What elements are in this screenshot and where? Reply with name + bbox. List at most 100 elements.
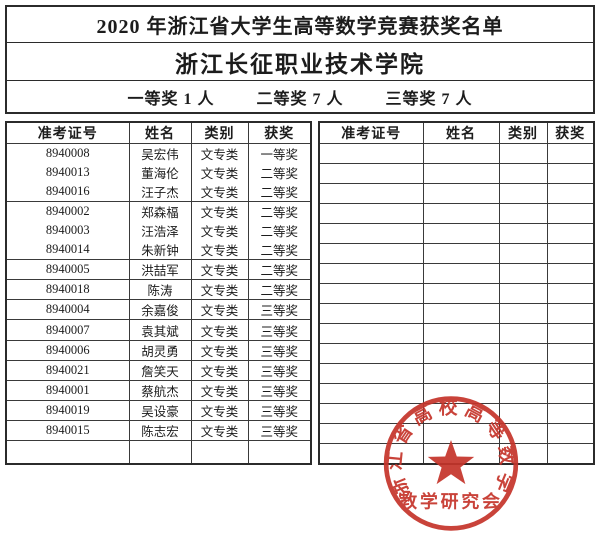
cell-award: 二等奖	[247, 201, 311, 222]
cell-award: 三等奖	[247, 339, 311, 361]
cell-name: 陈涛	[128, 279, 191, 300]
cell-award: 三等奖	[247, 319, 311, 341]
cell-category: 文专类	[190, 299, 248, 320]
cell-category	[498, 403, 547, 424]
cell-name	[422, 343, 499, 364]
empty-row	[319, 443, 594, 464]
col-header-exam-id: 准考证号	[319, 122, 423, 144]
cell-id: 8940015	[6, 419, 129, 441]
cell-name	[422, 243, 499, 264]
table-row: 8940016 汪子杰 文专类 二等奖	[6, 182, 311, 202]
cell-name	[422, 263, 499, 284]
cell-name: 余嘉俊	[128, 299, 191, 320]
cell-category	[190, 439, 248, 464]
cell-id	[319, 183, 423, 204]
cell-category	[498, 223, 547, 244]
cell-id: 8940001	[6, 379, 129, 401]
school-name-text: 浙江长征职业技术学院	[175, 50, 425, 77]
cell-id: 8940006	[6, 339, 129, 361]
summary-second-prize: 二等奖 7 人	[256, 90, 344, 108]
cell-name: 董海伦	[128, 163, 191, 183]
stamp-bottom-text: 教学研究会	[399, 491, 502, 512]
cell-name: 陈志宏	[128, 419, 191, 441]
cell-id	[319, 363, 423, 384]
table-row: 8940002 郑森楅 文专类 二等奖	[6, 201, 311, 222]
cell-name: 胡灵勇	[128, 339, 191, 361]
cell-name	[422, 283, 499, 304]
cell-id: 8940021	[6, 359, 129, 381]
cell-category	[498, 303, 547, 324]
cell-id	[319, 383, 423, 404]
cell-category: 文专类	[190, 143, 248, 164]
document-header: 2020 年浙江省大学生高等数学竞赛获奖名单 浙江长征职业技术学院 一等奖 1 …	[5, 5, 595, 114]
cell-category	[498, 383, 547, 404]
cell-category	[498, 203, 547, 224]
cell-id	[319, 263, 423, 284]
cell-id	[319, 243, 423, 264]
cell-award: 二等奖	[247, 240, 311, 260]
table-row: 8940006 胡灵勇 文专类 三等奖	[6, 339, 311, 361]
cell-id	[319, 423, 423, 444]
cell-name: 吴宏伟	[128, 143, 191, 164]
cell-award	[546, 443, 594, 464]
cell-award	[546, 263, 594, 284]
table-row: 8940004 余嘉俊 文专类 三等奖	[6, 299, 311, 320]
empty-row	[319, 263, 594, 284]
cell-name	[422, 143, 499, 164]
cell-name: 蔡航杰	[128, 379, 191, 401]
summary-first-prize: 一等奖 1 人	[127, 90, 215, 108]
cell-name	[422, 223, 499, 244]
cell-category	[498, 443, 547, 464]
cell-id: 8940002	[6, 201, 129, 222]
col-header-award: 获奖	[546, 122, 594, 144]
table-header-row: 准考证号 姓名 类别 获奖	[6, 122, 311, 144]
cell-name: 汪浩泽	[128, 221, 191, 241]
cell-id	[319, 163, 423, 184]
empty-row	[319, 183, 594, 204]
cell-category	[498, 243, 547, 264]
cell-award: 二等奖	[247, 163, 311, 183]
table-row: 8940018 陈涛 文专类 二等奖	[6, 279, 311, 300]
empty-row	[319, 163, 594, 184]
table-row: 8940013 董海伦 文专类 二等奖	[6, 163, 311, 183]
cell-award	[546, 283, 594, 304]
cell-award	[546, 183, 594, 204]
cell-id: 8940014	[45, 242, 90, 257]
cell-award: 三等奖	[247, 359, 311, 381]
table-row: 8940008 吴宏伟 文专类 一等奖	[6, 143, 311, 164]
cell-award: 三等奖	[247, 299, 311, 320]
table-row: 8940021 詹笑天 文专类 三等奖	[6, 359, 311, 381]
cell-id	[319, 443, 423, 464]
col-header-award: 获奖	[247, 122, 311, 144]
cell-award	[247, 439, 311, 464]
cell-category: 文专类	[190, 182, 248, 202]
cell-award: 二等奖	[247, 221, 311, 241]
cell-category: 文专类	[190, 201, 248, 222]
table-row: 8940005 洪喆军 文专类 二等奖	[6, 259, 311, 280]
cell-award	[546, 223, 594, 244]
empty-row	[319, 203, 594, 224]
cell-name: 詹笑天	[128, 359, 191, 381]
empty-row	[319, 223, 594, 244]
table-header-row: 准考证号 姓名 类别 获奖	[319, 122, 594, 144]
empty-row	[319, 423, 594, 444]
cell-category	[498, 363, 547, 384]
cell-category: 文专类	[190, 339, 248, 361]
cell-award	[546, 403, 594, 424]
cell-name	[422, 423, 499, 444]
cell-id	[319, 403, 423, 424]
cell-award	[546, 363, 594, 384]
right-table-body	[319, 143, 594, 464]
award-summary: 一等奖 1 人 二等奖 7 人 三等奖 7 人	[7, 81, 593, 112]
cell-category	[498, 183, 547, 204]
cell-category	[498, 423, 547, 444]
cell-name	[422, 303, 499, 324]
cell-award	[546, 203, 594, 224]
cell-id: 8940019	[6, 399, 129, 421]
cell-id	[319, 323, 423, 344]
cell-category: 文专类	[190, 419, 248, 441]
cell-id	[319, 283, 423, 304]
empty-row	[319, 323, 594, 344]
cell-category: 文专类	[190, 279, 248, 300]
empty-row	[319, 343, 594, 364]
